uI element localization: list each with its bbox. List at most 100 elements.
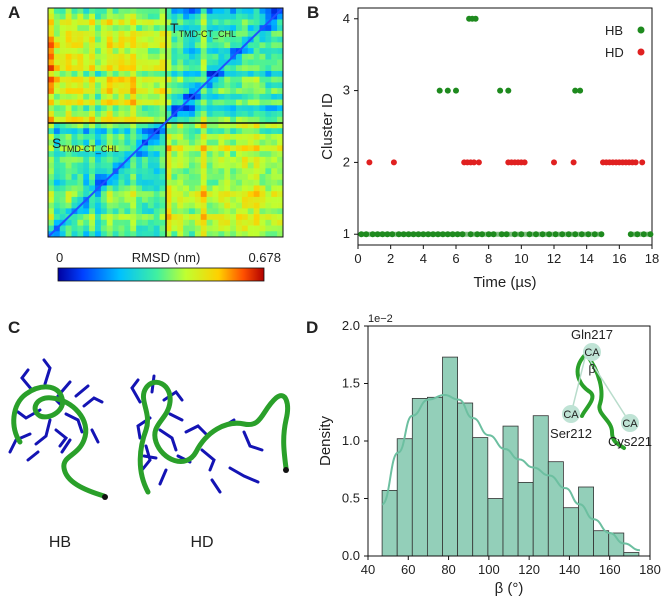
heatmap-cell — [59, 70, 66, 77]
heatmap-cell — [224, 133, 231, 140]
heatmap-cell — [83, 76, 90, 83]
heatmap-cell — [118, 122, 125, 129]
heatmap-cell — [53, 168, 61, 175]
heatmap-cell — [159, 111, 166, 118]
heatmap-cell — [53, 88, 61, 95]
heatmap-cell — [153, 30, 160, 37]
heatmap-cell — [212, 139, 219, 146]
heatmap-cell — [48, 191, 55, 198]
heatmap-cell — [59, 59, 66, 66]
heatmap-cell — [241, 82, 249, 89]
heatmap-cell — [189, 179, 196, 186]
heatmap-cell — [124, 42, 131, 49]
heatmap-cell — [95, 168, 102, 175]
heatmap-cell — [189, 162, 196, 169]
heatmap-cell — [194, 76, 202, 83]
heatmap-cell — [265, 30, 272, 37]
heatmap-cell — [53, 128, 61, 135]
heatmap-cell — [153, 145, 160, 152]
heatmap-cell — [236, 53, 243, 60]
heatmap-cell — [48, 139, 55, 146]
heatmap-cell — [100, 128, 108, 135]
heatmap-cell — [224, 128, 231, 135]
heatmap-cell — [142, 122, 149, 129]
heatmap-cell — [253, 53, 260, 60]
heatmap-cell — [183, 36, 190, 43]
heatmap-cell — [230, 19, 237, 26]
heatmap-cell — [241, 48, 249, 55]
heatmap-cell — [112, 133, 119, 140]
heatmap-cell — [100, 30, 108, 37]
heatmap-cell — [136, 128, 143, 135]
heatmap-cell — [241, 59, 249, 66]
heatmap-cell — [53, 76, 61, 83]
heatmap-cell — [118, 13, 125, 20]
heatmap-cell — [177, 151, 184, 158]
heatmap-cell — [95, 65, 102, 72]
heatmap-cell — [171, 128, 178, 135]
heatmap-cell — [59, 214, 66, 221]
heatmap-cell — [71, 36, 78, 43]
heatmap-cell — [200, 99, 207, 106]
heatmap-cell — [112, 25, 119, 32]
heatmap-cell — [165, 82, 172, 89]
heatmap-frame — [47, 7, 284, 238]
y-axis-label: Density — [317, 415, 334, 466]
histogram-bar — [517, 481, 534, 557]
heatmap-cell — [224, 156, 231, 163]
heatmap-cell — [159, 162, 166, 169]
heatmap-cell — [53, 174, 61, 181]
heatmap-cell — [183, 179, 190, 186]
heatmap-cell — [71, 139, 78, 146]
heatmap-cell — [77, 19, 84, 26]
histogram-bar — [532, 415, 549, 557]
structure-label-hd: HD — [190, 534, 213, 551]
ca-node-right — [621, 414, 639, 432]
heatmap-cell — [200, 13, 207, 20]
heatmap-cell — [153, 122, 160, 129]
heatmap-cell — [277, 82, 284, 89]
hb-point — [474, 231, 481, 238]
heatmap-cell — [277, 168, 284, 175]
heatmap-cell — [95, 116, 102, 123]
heatmap-cell — [112, 151, 119, 158]
heatmap-cell — [53, 42, 61, 49]
heatmap-cell — [224, 145, 231, 152]
colorbar — [57, 267, 265, 282]
heatmap-cell — [89, 208, 96, 215]
heatmap-cell — [77, 93, 84, 100]
heatmap-cell — [153, 8, 160, 15]
heatmap-cell — [247, 133, 254, 140]
heatmap-cell — [100, 42, 108, 49]
heatmap-cell — [106, 93, 113, 100]
heatmap-cell — [259, 145, 266, 152]
heatmap-cell — [277, 128, 284, 135]
heatmap-cell — [171, 202, 178, 209]
heatmap-cell — [271, 133, 278, 140]
heatmap-cell — [277, 139, 284, 146]
heatmap-cell — [89, 202, 96, 209]
heatmap-cell — [259, 8, 266, 15]
heatmap-cell — [206, 105, 213, 112]
heatmap-cell — [236, 65, 243, 72]
heatmap-cell — [71, 25, 78, 32]
heatmap-cell — [253, 151, 260, 158]
heatmap-cell — [177, 13, 184, 20]
heatmap-cell — [71, 145, 78, 152]
heatmap-cell — [277, 99, 284, 106]
heatmap-cell — [265, 162, 272, 169]
heatmap-cell — [100, 168, 108, 175]
heatmap-cell — [165, 156, 172, 163]
heatmap-cell — [48, 70, 55, 77]
heatmap-cell — [171, 185, 178, 192]
heatmap-cell — [230, 162, 237, 169]
legend-marker-hd — [637, 48, 645, 56]
heatmap-cell — [159, 105, 166, 112]
heatmap-cell — [200, 30, 207, 37]
heatmap-cell — [241, 93, 249, 100]
heatmap-cell — [230, 76, 237, 83]
heatmap-cell — [253, 25, 260, 32]
heatmap-cell — [200, 208, 207, 215]
hb-point — [577, 87, 584, 94]
